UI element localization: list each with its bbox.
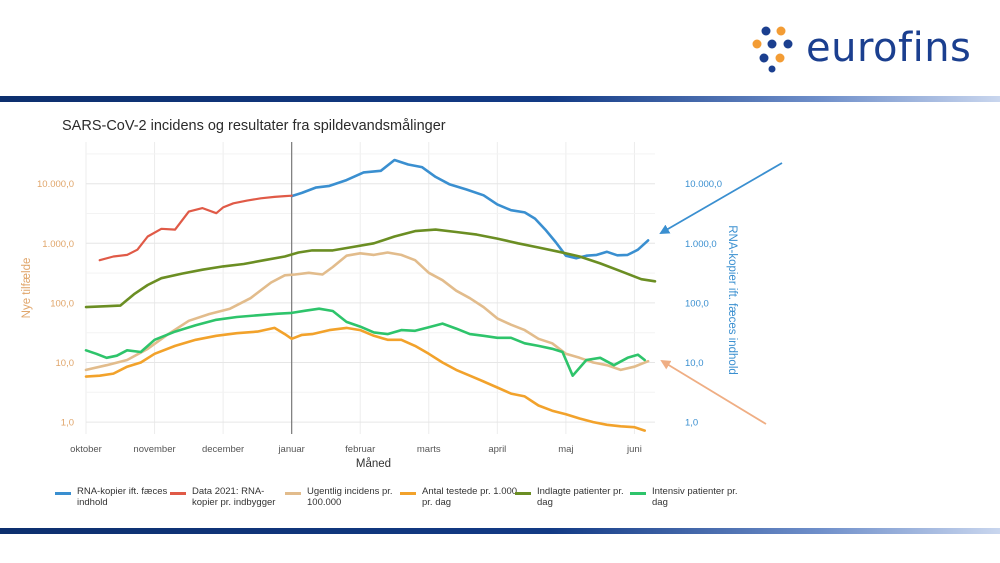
brand-name: eurofins [806, 25, 972, 71]
x-tick-label: maj [558, 444, 573, 455]
x-tick-label: november [133, 444, 175, 455]
chart-title: SARS-CoV-2 incidens og resultater fra sp… [62, 118, 446, 134]
plot-area [86, 142, 655, 434]
legend-label-intensiv: Intensiv patienter pr. dag [652, 486, 738, 508]
legend-swatch-testede [400, 492, 416, 495]
y-tick-label-left: 10.000,0 [37, 179, 74, 190]
legend-swatch-indlagte [515, 492, 531, 495]
bottom-divider-band [0, 528, 1000, 534]
legend-label-rna: RNA-kopier ift. fæces indhold [77, 486, 168, 508]
y-tick-label-left: 1,0 [61, 418, 74, 429]
y-tick-label-right: 10.000,0 [685, 179, 722, 190]
legend: RNA-kopier ift. fæces indhold Data 2021:… [55, 486, 755, 520]
legend-label-incidens: Ugentlig incidens pr. 100.000 [307, 486, 393, 508]
top-divider-band [0, 96, 1000, 102]
y-tick-label-right: 10,0 [685, 358, 704, 369]
x-tick-label: marts [417, 444, 441, 455]
y-tick-label-right: 1,0 [685, 418, 698, 429]
y-tick-label-left: 1.000,0 [42, 239, 74, 250]
arrow-to-incidens [660, 359, 767, 425]
x-tick-label: februar [345, 444, 375, 455]
x-tick-label: december [202, 444, 244, 455]
legend-swatch-rna [55, 492, 71, 495]
y-axis-title-left: Nye tilfælde [21, 258, 33, 319]
x-tick-label: april [488, 444, 506, 455]
y-tick-label-left: 100,0 [50, 298, 74, 309]
x-axis-title: Måned [356, 458, 391, 470]
y-tick-label-right: 100,0 [685, 298, 709, 309]
series-line-intensiv [84, 307, 647, 378]
series-line-testede [84, 326, 647, 432]
x-tick-label: juni [626, 444, 642, 455]
eurofins-logo-mark [752, 26, 793, 73]
legend-swatch-intensiv [630, 492, 646, 495]
legend-swatch-data2021 [170, 492, 186, 495]
y-tick-label-left: 10,0 [56, 358, 75, 369]
series-line-indlagte [84, 228, 657, 309]
y-tick-label-right: 1.000,0 [685, 239, 717, 250]
series-line-rna [290, 158, 650, 260]
legend-label-indlagte: Indlagte patienter pr. dag [537, 486, 624, 508]
legend-label-data2021: Data 2021: RNA-kopier pr. indbygger [192, 486, 276, 508]
eurofins-logo: eurofins [750, 22, 980, 74]
arrow-to-rna [659, 162, 783, 235]
y-axis-title-right: RNA-kopier ift. fæces indhold [726, 225, 738, 375]
legend-swatch-incidens [285, 492, 301, 495]
legend-label-testede: Antal testede pr. 1.000 pr. dag [422, 486, 518, 508]
series-line-data2021 [98, 194, 293, 262]
x-tick-label: januar [277, 444, 304, 455]
x-tick-label: oktober [70, 444, 102, 455]
